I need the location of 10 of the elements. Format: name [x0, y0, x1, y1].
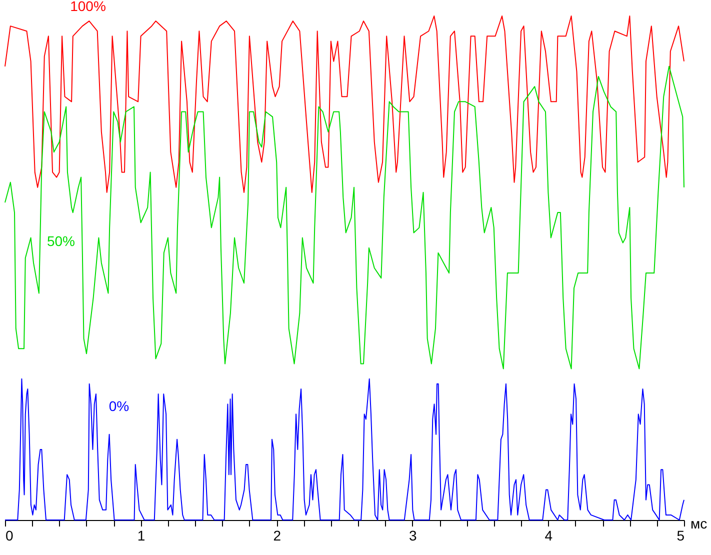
- series-label: 100%: [70, 0, 106, 14]
- x-tick-label: 3: [409, 528, 417, 544]
- x-axis-title: мс: [690, 516, 708, 532]
- x-tick-label: 4: [544, 528, 553, 544]
- x-tick-label: 1: [137, 528, 146, 544]
- series-label: 50%: [46, 233, 76, 249]
- x-tick-label: 0: [6, 528, 14, 544]
- series-label: 0%: [108, 398, 130, 414]
- x-tick-label: 2: [273, 528, 282, 544]
- x-tick-label: 5: [676, 528, 685, 544]
